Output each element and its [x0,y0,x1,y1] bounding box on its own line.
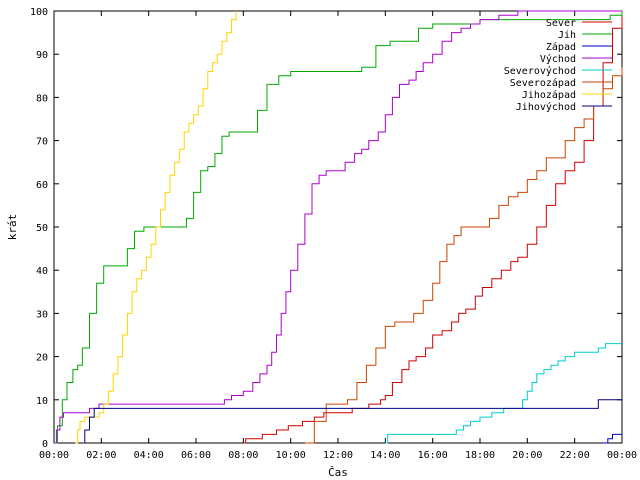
legend-label: Jihozápad [522,89,576,101]
x-tick-label: 04:00 [134,450,164,461]
x-tick-label: 20:00 [512,450,542,461]
y-tick-label: 90 [36,50,48,61]
series-line-6 [75,11,237,444]
x-tick-label: 12:00 [323,450,353,461]
series-line-4 [385,343,622,444]
series-line-5 [304,67,623,444]
x-axis: 00:00 02:00 04:00 06:00 08:00 10:00 12:00 14:00… [39,11,637,461]
x-tick-label: 06:00 [181,450,211,461]
series-line-7 [82,399,622,444]
x-tick-label: 00:00 [39,450,69,461]
legend-label: Severovýchod [504,65,576,77]
series-line-3 [54,10,622,444]
y-tick-label: 0 [42,439,48,450]
x-axis-label: Čas [328,466,348,479]
x-tick-label: 22:00 [560,450,590,461]
legend-label: Východ [540,53,576,65]
x-tick-label: 16:00 [418,450,448,461]
y-tick-label: 10 [36,396,48,407]
y-tick-label: 80 [36,93,48,104]
y-tick-label: 20 [36,353,48,364]
legend-label: Severozápad [510,77,576,89]
series-line-2 [603,433,622,444]
x-tick-label: 18:00 [465,450,495,461]
legend-label: Jihovýchod [516,101,576,113]
y-tick-label: 40 [36,266,48,277]
y-axis-label: krát [6,214,19,241]
x-tick-label: 00:00 [607,450,637,461]
y-axis: 0 10 20 30 40 50 60 70 80 90 100 [30,7,622,450]
y-tick-label: 50 [36,223,48,234]
x-tick-label: 08:00 [228,450,258,461]
x-tick-label: 02:00 [86,450,116,461]
x-tick-label: 10:00 [276,450,306,461]
legend-label: Západ [546,41,576,53]
x-tick-label: 14:00 [370,450,400,461]
y-tick-label: 60 [36,180,48,191]
legend-label: Sever [546,18,576,29]
series-line-1 [54,11,623,444]
series-layer [54,10,623,444]
legend-label: Jih [558,30,576,41]
legend: SeverJihZápadVýchodSeverovýchodSeverozáp… [504,18,612,113]
series-line-0 [243,11,623,444]
y-tick-label: 70 [36,137,48,148]
y-tick-label: 100 [30,7,48,18]
y-tick-label: 30 [36,309,48,320]
